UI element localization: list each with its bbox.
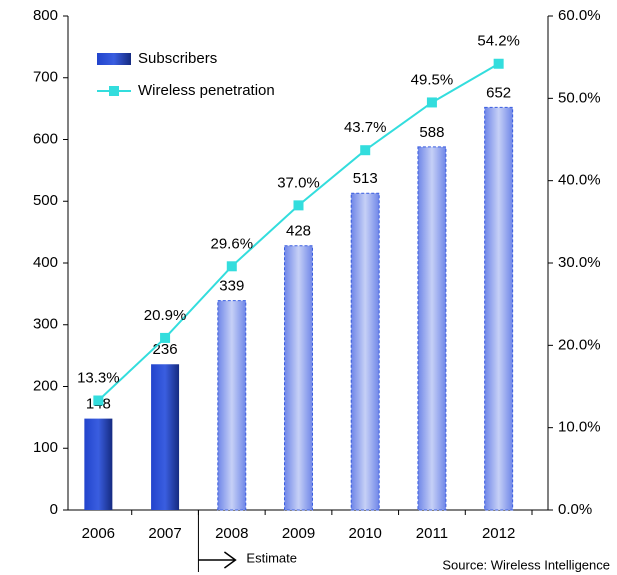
x-tick-label: 2012 <box>482 525 515 542</box>
bar <box>151 364 180 510</box>
line-marker <box>226 261 237 272</box>
line-marker <box>493 58 504 69</box>
bar <box>217 300 247 511</box>
y2-tick-label: 50.0% <box>558 89 601 106</box>
line-value-label: 20.9% <box>144 307 187 324</box>
line-value-label: 43.7% <box>344 119 387 136</box>
bar <box>484 106 514 511</box>
y-tick-label: 600 <box>33 130 58 147</box>
y2-tick-label: 10.0% <box>558 419 601 436</box>
line-value-label: 37.0% <box>277 174 320 191</box>
source-note: Source: Wireless Intelligence <box>442 557 610 572</box>
y2-tick-label: 0.0% <box>558 501 592 518</box>
x-tick-label: 2006 <box>82 525 115 542</box>
x-tick-label: 2007 <box>148 525 181 542</box>
y-tick-label: 700 <box>33 69 58 86</box>
bar <box>84 418 113 510</box>
bar <box>417 146 447 511</box>
estimate-arrowhead <box>223 551 237 569</box>
bar <box>350 192 380 511</box>
x-tick-label: 2010 <box>349 525 382 542</box>
y2-tick-label: 30.0% <box>558 254 601 271</box>
y-tick-label: 500 <box>33 192 58 209</box>
x-tick-label: 2008 <box>215 525 248 542</box>
line-marker <box>360 145 371 156</box>
line-marker <box>160 332 171 343</box>
line-value-label: 29.6% <box>211 235 254 252</box>
bar-value-label: 236 <box>153 341 178 358</box>
estimate-label: Estimate <box>246 550 297 565</box>
y-tick-label: 200 <box>33 377 58 394</box>
legend-label: Subscribers <box>138 50 217 67</box>
bar-value-label: 652 <box>486 84 511 101</box>
y-tick-label: 400 <box>33 254 58 271</box>
line-marker <box>93 395 104 406</box>
y-tick-label: 100 <box>33 439 58 456</box>
bar-value-label: 588 <box>419 124 444 141</box>
line-value-label: 13.3% <box>77 369 120 386</box>
bar-value-label: 513 <box>353 170 378 187</box>
legend-label: Wireless penetration <box>138 82 275 99</box>
y-tick-label: 0 <box>50 501 58 518</box>
line-value-label: 49.5% <box>411 71 454 88</box>
y2-tick-label: 20.0% <box>558 336 601 353</box>
bar <box>284 245 313 511</box>
bar-value-label: 339 <box>219 278 244 295</box>
legend-swatch <box>97 53 131 65</box>
line-marker <box>426 97 437 108</box>
y2-tick-label: 60.0% <box>558 7 601 24</box>
line-value-label: 54.2% <box>477 33 520 50</box>
y2-tick-label: 40.0% <box>558 172 601 189</box>
y-tick-label: 800 <box>33 7 58 24</box>
x-tick-label: 2011 <box>416 525 448 542</box>
legend-marker <box>109 86 119 96</box>
x-tick-label: 2009 <box>282 525 315 542</box>
y-tick-label: 300 <box>33 316 58 333</box>
line-marker <box>293 200 304 211</box>
bar-value-label: 428 <box>286 223 311 240</box>
